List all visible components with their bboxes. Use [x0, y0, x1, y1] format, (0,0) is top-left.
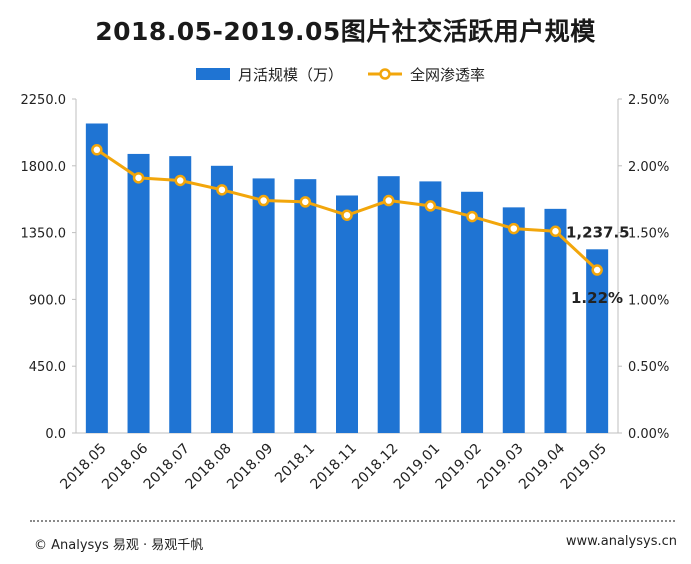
bar-2018.09 [252, 178, 275, 433]
x-tick-label: 2019.05 [558, 441, 610, 493]
left-tick-label: 1800.0 [21, 160, 67, 175]
left-tick-label: 900.0 [29, 293, 66, 308]
line-point-2018.12 [382, 194, 395, 207]
legend-line-label: 全网渗透率 [410, 66, 485, 84]
bar-2018.05 [85, 123, 108, 433]
x-tick-label: 2018.09 [224, 441, 276, 493]
line-point-2018.1 [299, 196, 312, 208]
bar-2018.1 [294, 179, 317, 433]
chart-title: 2018.05-2019.05图片社交活跃用户规模 [95, 17, 596, 46]
right-tick-label: 0.50% [628, 360, 669, 375]
left-tick-label: 0.0 [45, 427, 66, 442]
left-tick-label: 450.0 [29, 360, 66, 375]
legend-line-marker [379, 68, 391, 80]
line-point-2018.11 [341, 209, 353, 221]
line-point-2019.04 [549, 225, 562, 238]
bar-2019.03 [502, 207, 525, 433]
right-tick-label: 1.50% [628, 227, 669, 242]
line-point-2019.05 [591, 264, 603, 276]
bar-2019.04 [544, 208, 567, 433]
bar-2019.01 [419, 181, 442, 433]
line-point-2019.02 [466, 210, 478, 223]
last-point-value-label: 1.22% [571, 289, 623, 307]
line-point-2018.06 [132, 172, 145, 184]
right-tick-label: 2.00% [628, 160, 669, 175]
line-point-2018.09 [257, 194, 270, 207]
right-tick-label: 2.50% [628, 93, 669, 108]
bar-2018.07 [169, 156, 192, 433]
line-point-2018.07 [174, 174, 186, 187]
line-point-2018.05 [91, 144, 103, 156]
bar-2019.02 [461, 191, 484, 433]
right-tick-label: 1.00% [628, 293, 669, 308]
bar-2019.05 [586, 249, 609, 433]
bar-2018.06 [127, 153, 150, 433]
left-tick-label: 1350.0 [21, 227, 67, 242]
left-tick-label: 2250.0 [21, 93, 67, 108]
legend-bar-swatch [196, 68, 230, 80]
bar-2018.11 [336, 195, 358, 433]
line-point-2019.01 [424, 200, 437, 212]
right-tick-label: 0.00% [628, 427, 669, 442]
footer-divider [30, 520, 675, 522]
footer-website: www.analysys.cn [565, 534, 677, 549]
line-point-2018.08 [216, 184, 228, 196]
legend-bar-label: 月活规模（万） [238, 66, 343, 84]
bar-2018.08 [210, 165, 233, 434]
last-bar-value-label: 1,237.5 [566, 223, 630, 241]
bar-2018.12 [377, 176, 400, 434]
line-point-2019.03 [508, 222, 520, 235]
footer-copyright: © Analysys 易观 · 易观千帆 [34, 538, 204, 553]
